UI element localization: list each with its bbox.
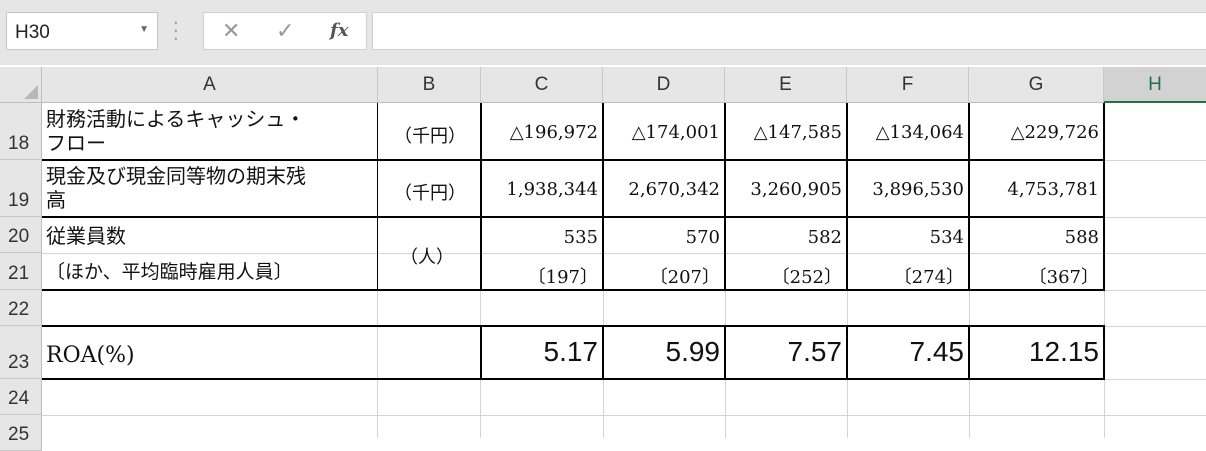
row-header-21[interactable]: 21 xyxy=(0,253,42,290)
row-header-25[interactable]: 25 xyxy=(0,415,42,451)
cell-g21[interactable]: 〔367〕 xyxy=(1028,267,1099,288)
cell-b19[interactable]: （千円） xyxy=(394,183,466,204)
column-header-b[interactable]: B xyxy=(378,67,481,103)
cell-e19[interactable]: 3,260,905 xyxy=(750,179,842,200)
cell-a20[interactable]: 従業員数 xyxy=(46,224,126,248)
cell-e18[interactable]: △147,585 xyxy=(753,122,842,143)
row-header-22[interactable]: 22 xyxy=(0,290,42,326)
drag-handle-icon[interactable]: · · · xyxy=(173,13,179,50)
cell-e21[interactable]: 〔252〕 xyxy=(771,267,842,288)
cell-g18[interactable]: △229,726 xyxy=(1010,122,1099,143)
row-header-23[interactable]: 23 xyxy=(0,326,42,379)
row-header-24[interactable]: 24 xyxy=(0,379,42,415)
row-header-20[interactable]: 20 xyxy=(0,217,42,253)
cell-c21[interactable]: 〔197〕 xyxy=(527,267,598,288)
column-header-f[interactable]: F xyxy=(847,67,969,103)
cell-b20[interactable]: （人） xyxy=(400,247,454,268)
cell-a21[interactable]: 〔ほか、平均臨時雇用人員〕 xyxy=(46,261,293,283)
cell-f21[interactable]: 〔274〕 xyxy=(893,267,964,288)
cell-e23[interactable]: 7.57 xyxy=(787,336,843,367)
cell-c18[interactable]: △196,972 xyxy=(509,122,598,143)
cell-d21[interactable]: 〔207〕 xyxy=(649,267,720,288)
cell-g20[interactable]: 588 xyxy=(1064,227,1099,248)
fx-icon[interactable]: fx xyxy=(330,20,349,41)
cell-b18[interactable]: （千円） xyxy=(394,126,466,147)
formula-toolbar: H30 ▼ · · · ✕ ✓ fx xyxy=(0,0,1206,65)
formula-buttons: ✕ ✓ fx xyxy=(203,12,367,50)
cell-c23[interactable]: 5.17 xyxy=(543,336,599,367)
select-all-corner[interactable] xyxy=(0,67,42,103)
row-header-18[interactable]: 18 xyxy=(0,103,42,160)
column-header-c[interactable]: C xyxy=(481,67,603,103)
name-box-value: H30 xyxy=(15,22,50,43)
cell-d20[interactable]: 570 xyxy=(685,227,720,248)
cell-d19[interactable]: 2,670,342 xyxy=(628,179,720,200)
cell-c19[interactable]: 1,938,344 xyxy=(506,179,598,200)
cell-a23[interactable]: ROA(%) xyxy=(46,343,135,368)
cell-g23[interactable]: 12.15 xyxy=(1028,336,1099,367)
cell-a18[interactable]: 財務活動によるキャッシュ・ フロー xyxy=(46,107,306,155)
cell-g19[interactable]: 4,753,781 xyxy=(1007,179,1099,200)
cell-a19[interactable]: 現金及び現金同等物の期末残 高 xyxy=(46,164,306,212)
cell-c20[interactable]: 535 xyxy=(563,227,598,248)
cell-f19[interactable]: 3,896,530 xyxy=(872,179,964,200)
cell-f20[interactable]: 534 xyxy=(929,227,964,248)
close-icon[interactable]: ✕ xyxy=(222,19,241,44)
column-header-g[interactable]: G xyxy=(969,67,1104,103)
column-header-e[interactable]: E xyxy=(725,67,847,103)
cell-e20[interactable]: 582 xyxy=(807,227,842,248)
column-header-h[interactable]: H xyxy=(1104,67,1206,103)
column-header-d[interactable]: D xyxy=(603,67,725,103)
formula-input[interactable] xyxy=(372,12,1206,50)
cell-f23[interactable]: 7.45 xyxy=(909,336,965,367)
cell-d18[interactable]: △174,001 xyxy=(631,122,720,143)
row-header-19[interactable]: 19 xyxy=(0,160,42,217)
cell-d23[interactable]: 5.99 xyxy=(665,336,721,367)
column-header-a[interactable]: A xyxy=(42,67,378,103)
chevron-down-icon[interactable]: ▼ xyxy=(139,24,149,35)
name-box[interactable]: H30 ▼ xyxy=(6,12,158,50)
cell-f18[interactable]: △134,064 xyxy=(875,122,964,143)
check-icon[interactable]: ✓ xyxy=(276,19,295,44)
